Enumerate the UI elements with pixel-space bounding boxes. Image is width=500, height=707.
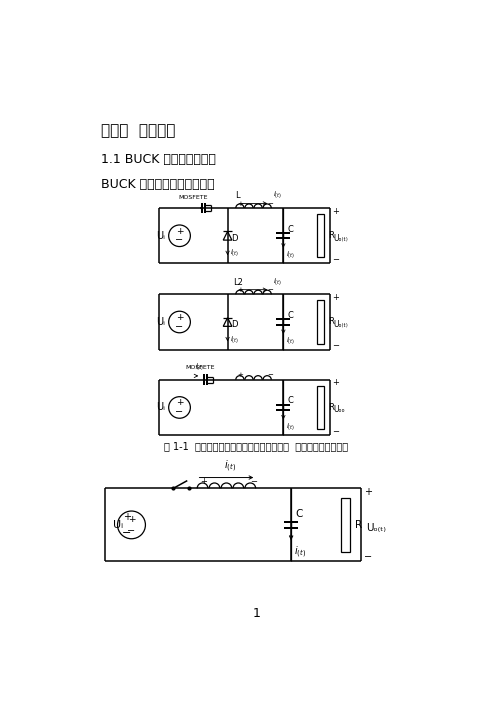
Text: −: − bbox=[364, 552, 372, 562]
Bar bbox=[340, 498, 350, 552]
Text: +: + bbox=[332, 206, 339, 216]
Text: −: − bbox=[267, 201, 273, 206]
Text: $i_{(t)}$: $i_{(t)}$ bbox=[274, 276, 282, 286]
Text: R: R bbox=[328, 231, 334, 240]
Text: −: − bbox=[267, 287, 273, 293]
Text: −: − bbox=[176, 235, 184, 245]
Text: +: + bbox=[237, 372, 243, 378]
Bar bbox=[317, 300, 324, 344]
Text: −: − bbox=[176, 322, 184, 332]
Text: +: + bbox=[128, 515, 135, 524]
Text: Uₒ₍ₜ₎: Uₒ₍ₜ₎ bbox=[366, 522, 386, 533]
Text: +: + bbox=[237, 287, 243, 293]
Text: L2: L2 bbox=[232, 278, 242, 286]
Text: +: + bbox=[176, 313, 184, 322]
Text: Uᵢ: Uᵢ bbox=[113, 520, 123, 530]
Text: +: + bbox=[176, 227, 184, 235]
Text: C: C bbox=[287, 311, 293, 320]
Bar bbox=[317, 386, 324, 429]
Text: 图 1-1  基本电路结构及开关导通时等效电路  开关关断时等效电路: 图 1-1 基本电路结构及开关导通时等效电路 开关关断时等效电路 bbox=[164, 441, 348, 451]
Text: $i_{(t)}$: $i_{(t)}$ bbox=[294, 544, 306, 560]
Text: $i_{(t)}$: $i_{(t)}$ bbox=[286, 421, 295, 431]
Text: BUCK 电路基本结构如下图：: BUCK 电路基本结构如下图： bbox=[101, 177, 215, 191]
Text: D: D bbox=[230, 320, 237, 329]
Text: Uₒ₍ₜ₎: Uₒ₍ₜ₎ bbox=[334, 320, 348, 329]
Text: +: + bbox=[176, 399, 184, 407]
Text: C: C bbox=[287, 397, 293, 405]
Text: Uₒ₍ₜ₎: Uₒ₍ₜ₎ bbox=[334, 233, 348, 243]
Text: 1.1 BUCK 电路的工作原理: 1.1 BUCK 电路的工作原理 bbox=[101, 153, 216, 166]
Text: MOSFETE: MOSFETE bbox=[178, 194, 208, 199]
Text: −: − bbox=[250, 477, 257, 486]
Text: $i_{(t)}$: $i_{(t)}$ bbox=[274, 189, 282, 200]
Text: 1: 1 bbox=[252, 607, 260, 620]
Text: R: R bbox=[328, 317, 334, 327]
Text: C: C bbox=[287, 225, 293, 233]
Text: C: C bbox=[296, 509, 303, 519]
Text: −: − bbox=[128, 526, 136, 536]
Bar bbox=[317, 214, 324, 257]
Text: R: R bbox=[328, 403, 334, 412]
Text: −: − bbox=[176, 407, 184, 417]
Text: Uᵢ: Uᵢ bbox=[156, 317, 166, 327]
Text: Uₒₒ: Uₒₒ bbox=[334, 405, 345, 414]
Text: +: + bbox=[237, 201, 243, 206]
Text: −: − bbox=[122, 527, 132, 537]
Text: −: − bbox=[267, 372, 273, 378]
Text: +: + bbox=[200, 477, 207, 486]
Text: −: − bbox=[332, 255, 339, 264]
Text: −: − bbox=[332, 427, 339, 436]
Text: −: − bbox=[332, 341, 339, 351]
Text: $i_{(t)}$: $i_{(t)}$ bbox=[286, 249, 295, 260]
Text: $i_{(t)}$: $i_{(t)}$ bbox=[224, 459, 236, 474]
Text: MOSFETE: MOSFETE bbox=[185, 365, 214, 370]
Text: L: L bbox=[236, 192, 240, 200]
Text: Uᵢ: Uᵢ bbox=[156, 402, 166, 412]
Text: +: + bbox=[332, 293, 339, 302]
Text: $i_{(t)}$: $i_{(t)}$ bbox=[230, 334, 239, 345]
Text: $i_{(t)}$: $i_{(t)}$ bbox=[195, 361, 204, 372]
Text: +: + bbox=[364, 487, 372, 497]
Text: R: R bbox=[354, 520, 362, 530]
Text: $i_{(t)}$: $i_{(t)}$ bbox=[230, 247, 239, 259]
Text: D: D bbox=[230, 234, 237, 243]
Text: $i_{(t)}$: $i_{(t)}$ bbox=[286, 335, 295, 346]
Text: Uᵢ: Uᵢ bbox=[156, 230, 166, 241]
Text: +: + bbox=[332, 378, 339, 387]
Text: +: + bbox=[123, 512, 131, 522]
Text: 第一章  课题背景: 第一章 课题背景 bbox=[101, 123, 176, 138]
